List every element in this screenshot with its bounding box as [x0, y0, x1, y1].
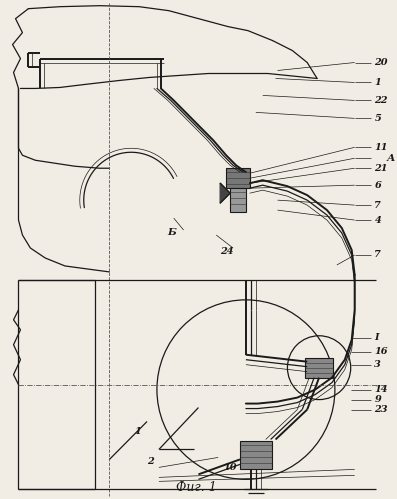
Text: 4: 4 [374, 216, 381, 225]
Text: I: I [374, 333, 379, 342]
Text: 10: 10 [223, 463, 237, 472]
Text: 16: 16 [374, 347, 388, 356]
Text: 1: 1 [134, 427, 141, 436]
Text: 24: 24 [220, 248, 234, 256]
Text: 21: 21 [374, 164, 388, 173]
Text: 9: 9 [374, 395, 381, 404]
Text: Б: Б [167, 228, 176, 237]
Bar [226, 168, 250, 188]
Polygon shape [220, 183, 230, 203]
Bar [230, 188, 246, 212]
Text: 7: 7 [374, 201, 381, 210]
Text: 7: 7 [374, 250, 381, 259]
Text: 20: 20 [374, 58, 388, 67]
Text: 23: 23 [374, 405, 388, 414]
Text: А: А [386, 154, 395, 163]
Text: 22: 22 [374, 96, 388, 105]
Text: 14: 14 [374, 385, 388, 394]
Bar [305, 358, 333, 378]
Text: 3: 3 [374, 360, 381, 369]
Text: 6: 6 [374, 181, 381, 190]
Text: 1: 1 [374, 78, 381, 87]
Bar [240, 442, 272, 470]
Text: 11: 11 [374, 143, 388, 152]
Text: Фиг. 1: Фиг. 1 [176, 481, 217, 494]
Text: 5: 5 [374, 114, 381, 123]
Text: 2: 2 [147, 457, 154, 466]
